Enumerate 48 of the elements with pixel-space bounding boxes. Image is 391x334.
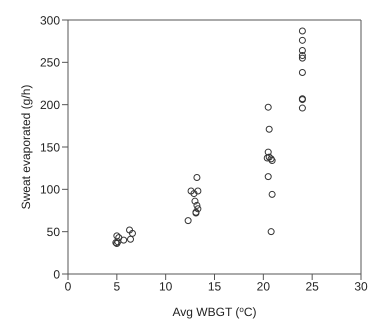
point — [184, 217, 192, 224]
y-tick-label: 0 — [53, 267, 60, 282]
point — [193, 174, 200, 181]
point — [264, 148, 272, 156]
x-tick-label: 0 — [64, 280, 72, 294]
y-axis-title: Sweat evaporated (g/h) — [19, 84, 33, 210]
y-tick-label: 250 — [40, 56, 60, 70]
point — [298, 46, 306, 54]
point — [268, 228, 275, 236]
y-tick-label: 150 — [40, 140, 60, 154]
point — [190, 190, 198, 198]
x-tick-label: 25 — [305, 280, 320, 294]
x-tick-label: 20 — [256, 280, 270, 294]
point — [126, 226, 134, 234]
point — [264, 104, 272, 111]
point — [193, 202, 200, 209]
point — [264, 173, 272, 180]
point — [298, 54, 306, 62]
point — [128, 230, 136, 237]
point — [120, 236, 128, 244]
point — [268, 190, 276, 198]
point — [298, 52, 306, 60]
point — [298, 68, 306, 76]
x-tick-label: 15 — [208, 280, 222, 294]
point — [266, 154, 273, 161]
point — [298, 36, 306, 44]
point — [194, 188, 202, 195]
point — [268, 155, 275, 162]
y-tick-label: 200 — [40, 98, 60, 112]
point — [266, 126, 273, 133]
point — [127, 236, 134, 243]
x-tick-label: 30 — [354, 280, 368, 294]
point — [114, 238, 122, 246]
point — [194, 205, 202, 212]
point — [188, 188, 195, 195]
point — [191, 198, 198, 205]
point — [298, 28, 306, 35]
x-axis-title: Avg WBGT ($^{o}$C) — [172, 304, 257, 319]
x-tick-label: 10 — [158, 280, 173, 294]
y-tick-label: 300 — [40, 13, 60, 28]
y-tick-label: 100 — [40, 182, 60, 197]
point — [264, 154, 271, 162]
point — [268, 157, 276, 164]
x-tick-label: 5 — [113, 280, 120, 294]
y-tick-label: 50 — [46, 224, 60, 239]
point — [113, 232, 120, 240]
point — [298, 104, 306, 112]
point — [115, 234, 122, 242]
